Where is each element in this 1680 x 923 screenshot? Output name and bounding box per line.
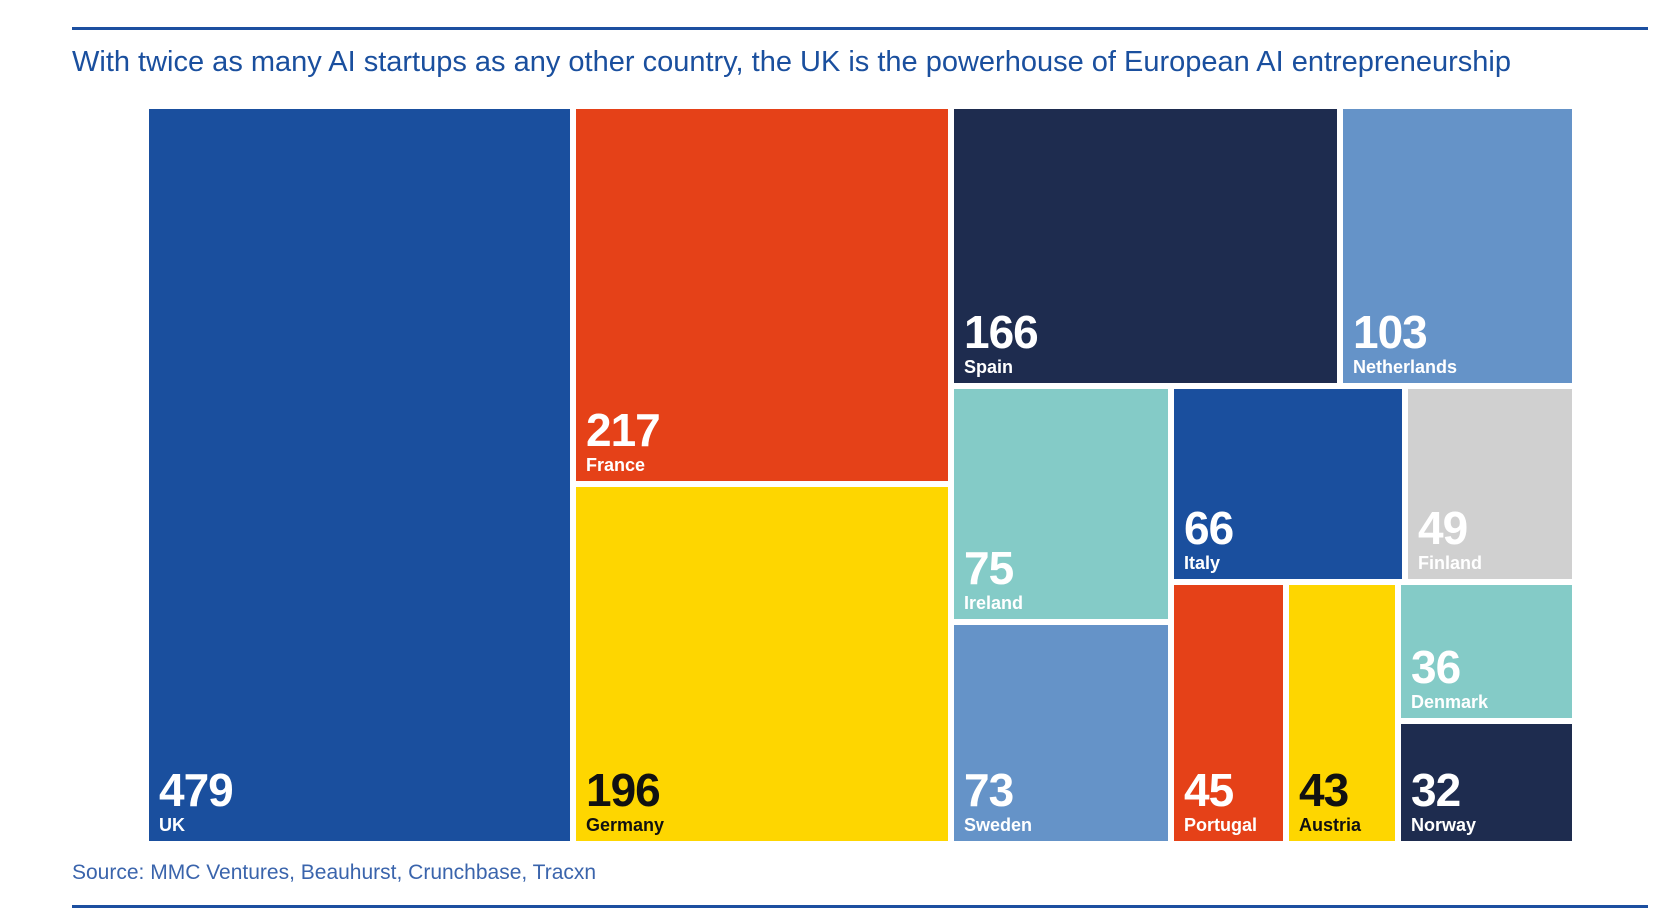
treemap-tile-norway: 32 Norway [1401,724,1572,841]
tile-label: Italy [1184,553,1221,573]
tile-value: 166 [964,306,1039,358]
tile-label: Denmark [1411,692,1489,712]
tile-value: 66 [1184,502,1234,554]
treemap-tile-denmark: 36 Denmark [1401,585,1572,718]
top-rule [72,27,1648,30]
tile-value: 75 [964,542,1014,594]
tile-value: 32 [1411,764,1461,816]
tile-label: Spain [964,357,1014,377]
tile-value: 479 [159,764,234,816]
tile-label: Portugal [1184,815,1258,835]
treemap-tile-france: 217 France [576,109,948,481]
tile-value: 103 [1353,306,1428,358]
treemap-tile-spain: 166 Spain [954,109,1337,383]
treemap-tile-finland: 49 Finland [1408,389,1572,579]
tile-value: 45 [1184,764,1234,816]
source-note: Source: MMC Ventures, Beauhurst, Crunchb… [72,861,597,884]
treemap-tile-ireland: 75 Ireland [954,389,1168,619]
tile-label: Netherlands [1353,357,1458,377]
tile-label: Finland [1418,553,1482,573]
chart-title: With twice as many AI startups as any ot… [72,46,1511,78]
treemap-tile-italy: 66 Italy [1174,389,1402,579]
treemap-tile-austria: 43 Austria [1289,585,1395,841]
tile-value: 36 [1411,641,1461,693]
bottom-rule [72,905,1648,908]
treemap-tile-sweden: 73 Sweden [954,625,1168,841]
tile-label: Austria [1299,815,1362,835]
tile-label: Germany [586,815,665,835]
tile-label: UK [159,815,185,835]
tile-label: France [586,455,646,475]
tile-label: Sweden [964,815,1033,835]
tile-label: Ireland [964,593,1024,613]
tile-value: 43 [1299,764,1349,816]
treemap-tile-netherlands: 103 Netherlands [1343,109,1572,383]
tile-value: 73 [964,764,1014,816]
tile-value: 49 [1418,502,1468,554]
tile-value: 196 [586,764,661,816]
treemap-tile-portugal: 45 Portugal [1174,585,1283,841]
treemap-tile-uk: 479 UK [149,109,570,841]
treemap-tile-germany: 196 Germany [576,487,948,841]
tile-label: Norway [1411,815,1477,835]
tile-value: 217 [586,404,661,456]
